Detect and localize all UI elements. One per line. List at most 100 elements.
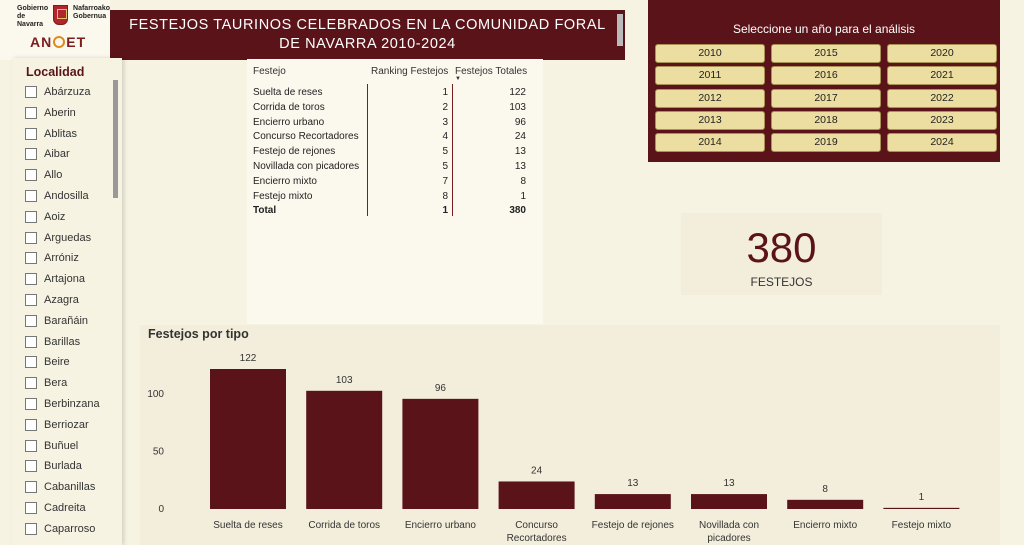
data-label: 8	[822, 484, 828, 495]
localidad-label: Cadreita	[44, 502, 86, 514]
title-scrollbar[interactable]	[617, 14, 623, 46]
y-tick-label: 100	[147, 389, 164, 400]
localidad-label: Burlada	[44, 460, 82, 473]
bar-4[interactable]	[594, 494, 671, 509]
bar-1[interactable]	[306, 390, 383, 509]
year-button-2015[interactable]: 2015	[771, 44, 881, 63]
bar-6[interactable]	[787, 499, 864, 509]
bar-2[interactable]	[402, 398, 479, 509]
year-button-2023[interactable]: 2023	[887, 110, 997, 130]
localidad-item[interactable]: Buñuel	[25, 436, 78, 456]
checkbox[interactable]	[25, 231, 37, 244]
checkbox[interactable]	[25, 210, 37, 223]
bar-0[interactable]	[210, 369, 286, 509]
localidad-item[interactable]: Aibar	[25, 144, 70, 164]
checkbox[interactable]	[25, 356, 37, 369]
checkbox[interactable]	[25, 127, 37, 140]
cell-totales: 13	[514, 146, 526, 158]
gov-right-line2: Gobernua	[73, 13, 107, 20]
bar-7[interactable]	[883, 507, 960, 509]
x-tick-label: Encierro mixto	[793, 520, 857, 531]
data-label: 24	[531, 465, 543, 476]
localidad-item[interactable]: Berbinzana	[25, 394, 100, 414]
page-title-bar: FESTEJOS TAURINOS CELEBRADOS EN LA COMUN…	[110, 10, 625, 60]
cell-ranking: 2	[442, 101, 448, 113]
checkbox[interactable]	[25, 502, 37, 514]
localidad-item[interactable]: Arróniz	[25, 248, 79, 268]
kpi-label: FESTEJOS	[750, 275, 813, 289]
year-button-2017[interactable]: 2017	[771, 88, 881, 108]
localidad-item[interactable]: Andosilla	[25, 186, 89, 206]
localidad-item[interactable]: Aberin	[25, 103, 76, 123]
year-button-2014[interactable]: 2014	[655, 133, 765, 152]
localidad-item[interactable]: Barillas	[25, 332, 80, 352]
localidad-item[interactable]: Beire	[25, 352, 70, 372]
checkbox[interactable]	[25, 252, 37, 265]
year-button-2021[interactable]: 2021	[887, 66, 997, 86]
checkbox[interactable]	[25, 294, 37, 306]
cell-totales: 8	[520, 175, 526, 187]
year-button-2013[interactable]: 2013	[655, 110, 765, 130]
localidad-item[interactable]: Cabanillas	[25, 477, 95, 497]
year-button-2010[interactable]: 2010	[655, 44, 765, 63]
year-button-2011[interactable]: 2011	[655, 66, 765, 86]
checkbox[interactable]	[25, 439, 37, 452]
checkbox[interactable]	[25, 106, 37, 119]
bar-5[interactable]	[691, 494, 767, 509]
kpi-value: 380	[746, 224, 817, 271]
col-header-festejo[interactable]: Festejo	[253, 66, 286, 77]
year-button-2022[interactable]: 2022	[887, 88, 997, 108]
localidad-item[interactable]: Azagra	[25, 290, 79, 310]
checkbox[interactable]	[25, 377, 37, 390]
logo-area: Gobierno de Navarra Nafarroako Gobernua …	[0, 0, 110, 60]
year-button-2020[interactable]: 2020	[887, 44, 997, 63]
checkbox[interactable]	[25, 190, 37, 202]
cell-festejo: Festejo mixto	[253, 190, 313, 202]
localidad-item[interactable]: Allo	[25, 165, 62, 185]
localidad-item[interactable]: Ablitas	[25, 124, 77, 144]
checkbox[interactable]	[25, 314, 37, 327]
checkbox[interactable]	[25, 481, 37, 494]
localidad-item[interactable]: Abárzuza	[25, 82, 90, 102]
localidad-label: Aberin	[44, 106, 76, 119]
checkbox[interactable]	[25, 148, 37, 161]
localidad-item[interactable]: Burlada	[25, 456, 82, 476]
cell-totales: 1	[520, 190, 526, 202]
year-button-2018[interactable]: 2018	[771, 110, 881, 130]
checkbox[interactable]	[25, 418, 37, 431]
checkbox[interactable]	[25, 169, 37, 182]
localidad-item[interactable]: Berriozar	[25, 415, 89, 435]
localidad-item[interactable]: Arguedas	[25, 228, 91, 248]
col-header-ranking[interactable]: Ranking Festejos	[371, 66, 449, 77]
festejos-table	[247, 59, 543, 324]
kpi-card: 380 FESTEJOS	[681, 213, 882, 295]
localidad-item[interactable]: Cadreita	[25, 498, 86, 518]
checkbox[interactable]	[25, 273, 37, 286]
checkbox[interactable]	[25, 86, 37, 98]
localidad-item[interactable]: Aoiz	[25, 207, 65, 227]
year-button-2024[interactable]: 2024	[887, 133, 997, 152]
chart-title: Festejos por tipo	[148, 327, 249, 341]
localidad-item[interactable]: Bera	[25, 373, 67, 393]
cell-ranking: 5	[442, 161, 448, 172]
localidad-header: Localidad	[26, 65, 85, 79]
localidad-label: Barillas	[44, 335, 81, 348]
year-button-2012[interactable]: 2012	[655, 88, 765, 108]
year-button-2016[interactable]: 2016	[771, 66, 881, 86]
localidad-item[interactable]: Barañáin	[25, 311, 88, 331]
localidad-label: Andosilla	[44, 190, 89, 202]
checkbox[interactable]	[25, 522, 37, 535]
col-header-totales[interactable]: Festejos Totales	[455, 66, 528, 77]
checkbox[interactable]	[25, 398, 37, 410]
gov-left-line2: de Navarra	[17, 13, 44, 28]
localidad-item[interactable]: Caparroso	[25, 519, 95, 539]
localidad-item[interactable]: Artajona	[25, 269, 85, 289]
x-tick-label: Festejo mixto	[892, 520, 952, 531]
checkbox[interactable]	[25, 335, 37, 348]
year-button-2019[interactable]: 2019	[771, 133, 881, 152]
bar-3[interactable]	[498, 481, 575, 509]
x-tick-label: Concurso	[515, 520, 558, 531]
checkbox[interactable]	[25, 460, 37, 473]
sidebar-scrollbar[interactable]	[113, 80, 118, 198]
